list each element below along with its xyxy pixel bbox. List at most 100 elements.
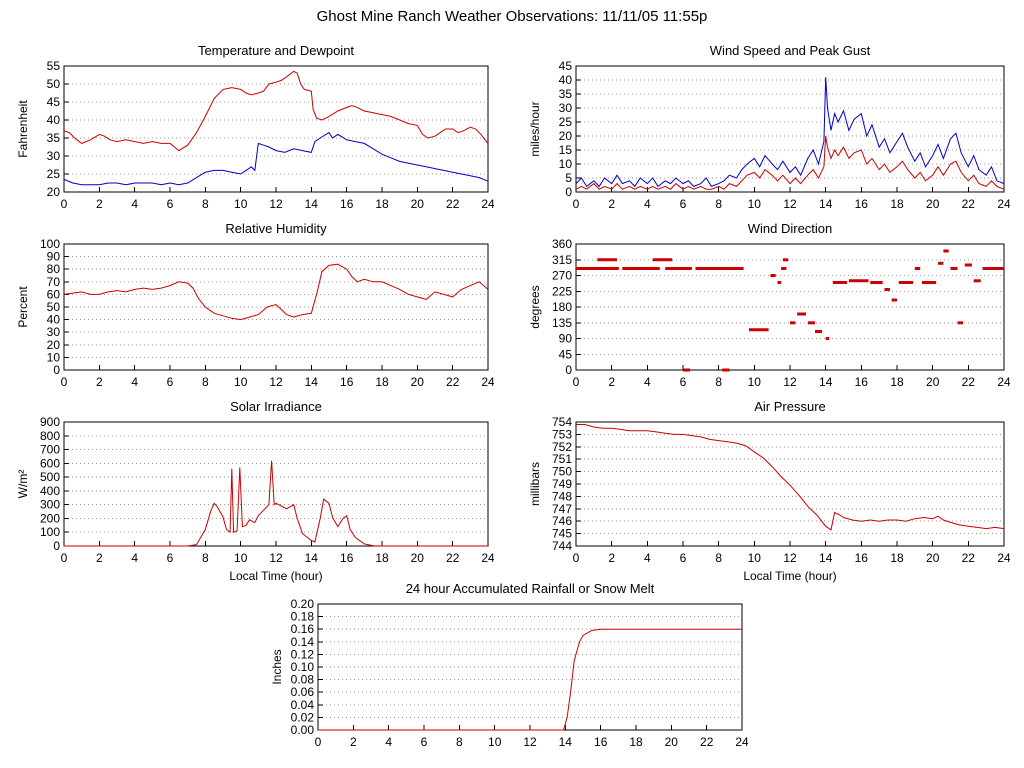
y-tick-label: 35 <box>559 87 573 101</box>
y-tick-label: 749 <box>552 477 572 491</box>
y-tick-label: 5 <box>565 171 572 185</box>
chart-title: Temperature and Dewpoint <box>198 43 354 58</box>
y-tick-label: 0 <box>53 363 60 377</box>
y-axis-label: millibars <box>528 462 542 506</box>
x-tick-label: 10 <box>234 197 248 211</box>
x-axis-label: Local Time (hour) <box>743 569 836 583</box>
y-tick-label: 10 <box>559 157 573 171</box>
y-tick-label: 70 <box>47 275 61 289</box>
y-tick-label: 225 <box>552 284 572 298</box>
y-axis-label: Percent <box>16 286 30 328</box>
x-tick-label: 22 <box>962 197 976 211</box>
x-tick-label: 2 <box>608 551 615 565</box>
x-tick-label: 16 <box>340 197 354 211</box>
y-tick-label: 750 <box>552 465 572 479</box>
y-tick-label: 20 <box>47 185 61 199</box>
chart-wind-direction: 0 45 90 135 180 225 270 315 360 0 2 4 6 8 10 12 14 16 18 20… <box>526 218 1011 394</box>
y-tick-label: 600 <box>40 456 60 470</box>
y-tick-label: 0.20 <box>291 597 315 611</box>
x-tick-label: 24 <box>997 375 1010 389</box>
y-tick-label: 200 <box>40 511 60 525</box>
x-tick-label: 16 <box>340 551 354 565</box>
x-tick-label: 18 <box>629 735 643 749</box>
y-tick-label: 25 <box>47 167 61 181</box>
y-tick-label: 0.10 <box>291 660 315 674</box>
x-tick-label: 20 <box>411 375 425 389</box>
x-tick-label: 16 <box>340 375 354 389</box>
x-tick-label: 20 <box>411 551 425 565</box>
x-tick-label: 6 <box>167 375 174 389</box>
x-tick-label: 0 <box>573 197 580 211</box>
y-axis-label: Fahrenheit <box>16 100 30 158</box>
x-tick-label: 2 <box>350 735 357 749</box>
y-tick-label: 40 <box>47 313 61 327</box>
x-tick-label: 18 <box>890 197 904 211</box>
y-tick-label: 90 <box>559 332 573 346</box>
x-tick-label: 4 <box>644 197 651 211</box>
chart-title: Relative Humidity <box>225 221 327 236</box>
y-tick-label: 100 <box>40 525 60 539</box>
x-tick-label: 22 <box>446 375 460 389</box>
chart-wind-speed-gust: 0 5 10 15 20 25 30 35 40 45 0 2 4 6 8 10 12 14 16 18 20 22 24 W… <box>526 40 1011 216</box>
x-tick-label: 2 <box>608 197 615 211</box>
y-tick-label: 45 <box>559 347 573 361</box>
x-tick-label: 18 <box>375 551 389 565</box>
x-tick-label: 20 <box>411 197 425 211</box>
x-tick-label: 2 <box>608 375 615 389</box>
y-tick-label: 90 <box>47 250 61 264</box>
x-tick-label: 20 <box>926 375 940 389</box>
x-tick-label: 0 <box>61 197 68 211</box>
x-tick-label: 12 <box>523 735 537 749</box>
y-tick-label: 744 <box>552 539 572 553</box>
y-tick-label: 0.14 <box>291 635 315 649</box>
page-title: Ghost Mine Ranch Weather Observations: 1… <box>316 8 708 25</box>
y-tick-label: 100 <box>40 237 60 251</box>
x-tick-label: 2 <box>96 551 103 565</box>
x-tick-label: 8 <box>715 197 722 211</box>
x-tick-label: 22 <box>446 197 460 211</box>
y-tick-label: 700 <box>40 443 60 457</box>
x-tick-label: 14 <box>305 375 319 389</box>
y-tick-label: 135 <box>552 316 572 330</box>
y-tick-label: 900 <box>40 415 60 429</box>
y-tick-label: 752 <box>552 440 572 454</box>
y-tick-label: 500 <box>40 470 60 484</box>
series-air-pressure <box>576 424 1005 531</box>
x-tick-label: 4 <box>644 551 651 565</box>
y-tick-label: 745 <box>552 527 572 541</box>
x-tick-label: 24 <box>997 551 1010 565</box>
x-tick-label: 24 <box>481 551 494 565</box>
y-tick-label: 180 <box>552 300 572 314</box>
x-tick-label: 20 <box>926 197 940 211</box>
y-tick-label: 0.00 <box>291 723 315 737</box>
x-tick-label: 14 <box>305 551 319 565</box>
x-tick-label: 8 <box>202 375 209 389</box>
chart-air-pressure: 744 745 746 747 748 749 750 751 752 753 754 0 2 4 6 8 10… <box>526 396 1011 586</box>
x-tick-label: 16 <box>855 551 869 565</box>
x-tick-label: 14 <box>819 197 833 211</box>
y-tick-label: 80 <box>47 262 61 276</box>
y-axis-label: miles/hour <box>528 101 542 156</box>
chart-relative-humidity: 0 10 20 30 40 50 60 70 80 90 100 0 2 4 6 8 10 12 14 16 18 20 2… <box>14 218 495 394</box>
series-relative-humidity <box>63 263 489 321</box>
y-axis-label: degrees <box>528 285 542 328</box>
x-tick-label: 20 <box>665 735 679 749</box>
y-axis-label: Inches <box>270 649 284 684</box>
x-tick-label: 14 <box>559 735 573 749</box>
series-wind-speed <box>575 135 1005 190</box>
chart-title: Wind Speed and Peak Gust <box>710 43 871 58</box>
y-tick-label: 20 <box>559 129 573 143</box>
y-tick-label: 0 <box>565 363 572 377</box>
y-tick-label: 0.06 <box>291 685 315 699</box>
series-solar-irradiance <box>64 460 488 547</box>
y-tick-label: 10 <box>47 350 61 364</box>
y-tick-label: 747 <box>552 502 572 516</box>
x-tick-label: 12 <box>783 551 797 565</box>
x-tick-label: 4 <box>131 375 138 389</box>
x-tick-label: 6 <box>421 735 428 749</box>
x-tick-label: 12 <box>269 197 283 211</box>
x-tick-label: 6 <box>680 551 687 565</box>
